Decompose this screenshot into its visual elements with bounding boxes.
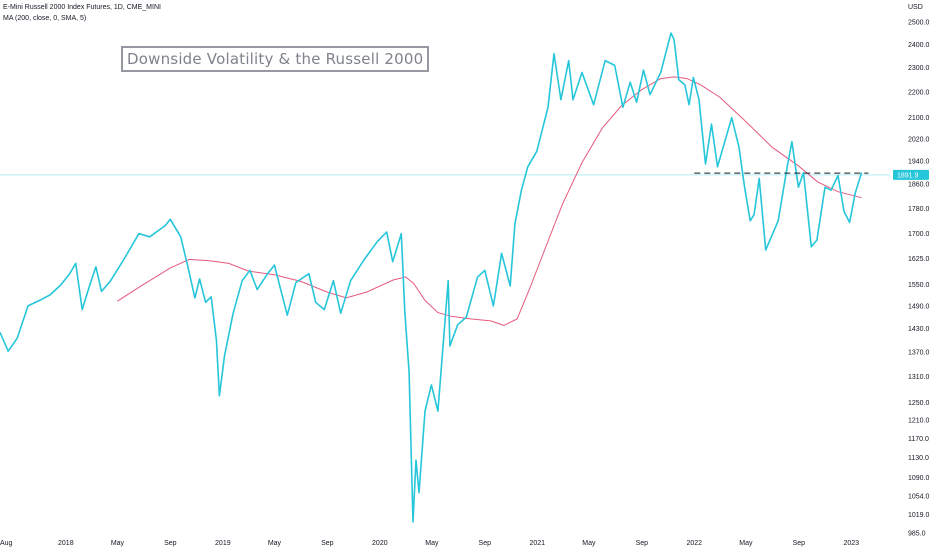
price-tick-label: 1860.0 [908, 182, 930, 189]
time-tick-label: Sep [479, 540, 492, 547]
price-tick-label: 1700.0 [908, 231, 930, 238]
price-tick-label: 2300.0 [908, 65, 930, 72]
currency-label: USD [908, 4, 923, 11]
price-axis[interactable]: 2500.0 2400.0 2300.0 2200.0 2100.0 2020.0 1940… [908, 20, 930, 538]
time-tick-label: May [739, 540, 753, 547]
price-tick-label: 1550.0 [908, 282, 930, 289]
time-tick-label: Sep [793, 540, 806, 547]
indicator-legend[interactable]: MA (200, close, 0, SMA, 5) [3, 15, 87, 22]
price-tick-label: 1210.0 [908, 418, 930, 425]
price-tick-label: 1370.0 [908, 349, 930, 356]
time-tick-label: Sep [164, 540, 177, 547]
time-tick-label: May [111, 540, 125, 547]
price-tick-label: 2020.0 [908, 136, 930, 143]
chart-title-annotation[interactable]: Downside Volatility & the Russell 2000 [121, 46, 430, 72]
symbol-legend[interactable]: E-Mini Russell 2000 Index Futures, 1D, C… [3, 4, 161, 11]
time-tick-label: 2020 [372, 540, 388, 547]
price-tick-label: 2200.0 [908, 90, 930, 97]
time-tick-label: May [268, 540, 282, 547]
price-tick-label: 2100.0 [908, 115, 930, 122]
time-tick-label: 2018 [58, 540, 74, 547]
time-tick-label: 2021 [529, 540, 545, 547]
current-price-tag: 1891.9 [893, 169, 929, 180]
time-tick-label: Sep [636, 540, 649, 547]
time-tick-label: Sep [321, 540, 334, 547]
price-tag-label: 1891.9 [897, 172, 919, 179]
time-tick-label: Aug [0, 540, 13, 547]
price-tick-label: 1940.0 [908, 159, 930, 166]
price-tag-background [893, 169, 929, 180]
time-tick-label: May [582, 540, 596, 547]
time-tick-label: 2019 [215, 540, 231, 547]
price-tick-label: 985.0 [908, 531, 926, 538]
price-tick-label: 1054.0 [908, 493, 930, 500]
price-line [0, 32, 863, 523]
price-tick-label: 2400.0 [908, 42, 930, 49]
time-tick-label: May [425, 540, 439, 547]
time-tick-label: 2023 [843, 540, 859, 547]
price-tick-label: 1170.0 [908, 436, 929, 443]
price-tick-label: 1090.0 [908, 475, 930, 482]
price-tick-label: 1130.0 [908, 455, 929, 462]
time-tick-label: 2022 [686, 540, 702, 547]
price-tick-label: 1430.0 [908, 326, 930, 333]
price-tick-label: 1625.0 [908, 256, 930, 263]
time-axis[interactable]: Aug 2018 May Sep 2019 May Sep 2020 May Sep 2021 May… [0, 540, 859, 547]
moving-average-line [117, 76, 862, 326]
price-tick-label: 1490.0 [908, 303, 930, 310]
price-tick-label: 2500.0 [908, 20, 930, 27]
price-tick-label: 1019.0 [908, 512, 930, 519]
price-tick-label: 1310.0 [908, 374, 930, 381]
price-tick-label: 1250.0 [908, 400, 930, 407]
price-tick-label: 1780.0 [908, 206, 930, 213]
